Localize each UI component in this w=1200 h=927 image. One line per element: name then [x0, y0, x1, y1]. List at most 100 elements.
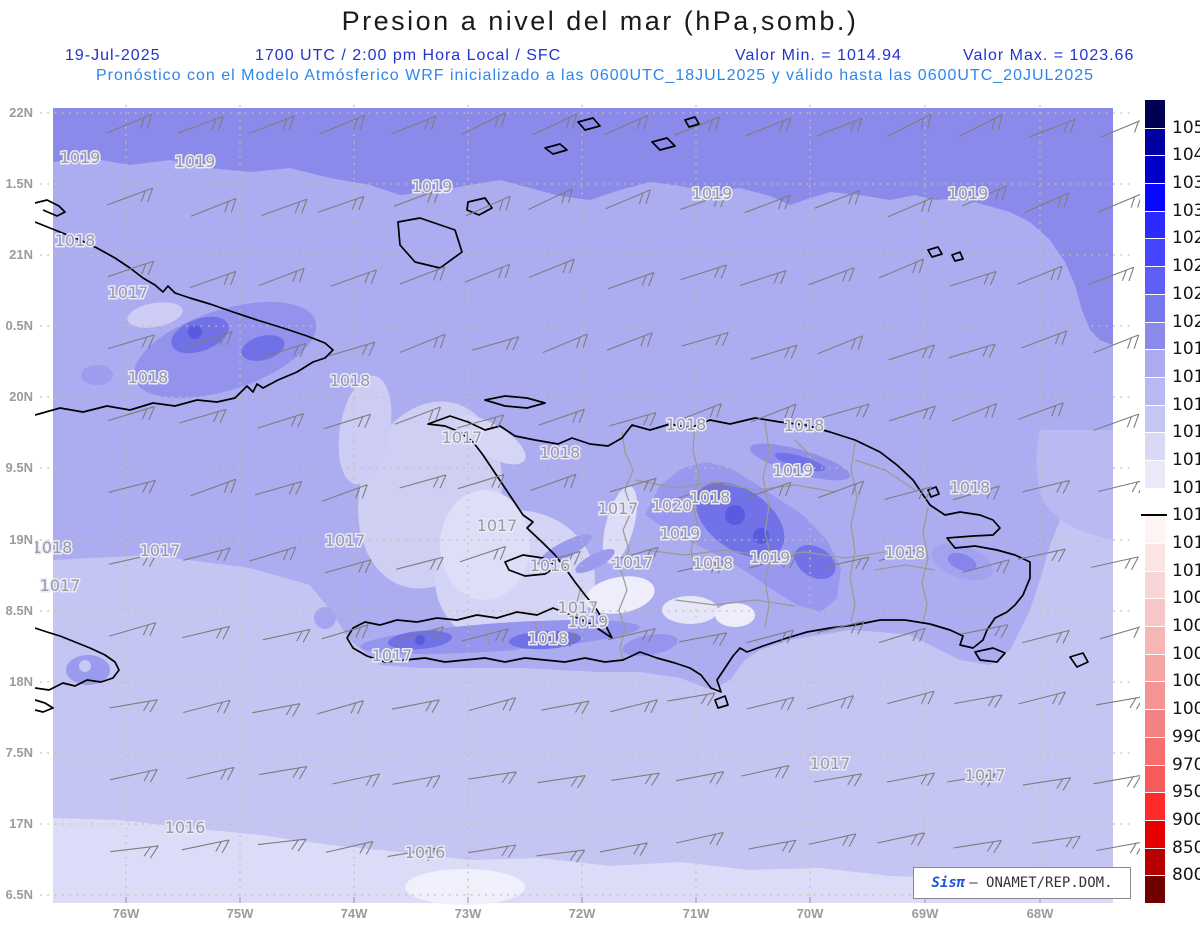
colorbar-cell — [1145, 543, 1165, 571]
colorbar-tick-label: 1050 — [1172, 117, 1200, 138]
colorbar-cell — [1145, 515, 1165, 543]
contour-label: 1017 — [558, 598, 599, 617]
contour-label: 1017 — [108, 283, 149, 302]
contour-label: 1020 — [652, 496, 693, 515]
contour-label: 1019 — [568, 612, 609, 631]
lat-tick-label: 1.5N — [5, 176, 33, 191]
contour-label: 1019 — [175, 152, 216, 171]
lon-tick-label: 71W — [682, 906, 710, 921]
colorbar-tick-label: 1000 — [1172, 699, 1200, 720]
colorbar-cell — [1145, 626, 1165, 654]
colorbar-tick-label: 970 — [1172, 754, 1200, 775]
colorbar-cell — [1145, 376, 1165, 405]
credit-text: – ONAMET/REP.DOM. — [969, 875, 1113, 891]
contour-label: 1019 — [660, 524, 701, 543]
colorbar-tick-label: 800 — [1172, 865, 1200, 886]
contour-label: 1019 — [412, 177, 453, 196]
lon-tick-label: 68W — [1026, 906, 1054, 921]
colorbar-cell — [1145, 183, 1165, 211]
contour-label: 1016 — [165, 818, 206, 837]
contour-label: 1019 — [692, 184, 733, 203]
contour-label: 1019 — [60, 148, 101, 167]
contour-label: 1018 — [693, 554, 734, 573]
lat-tick-label: 20N — [9, 389, 33, 404]
subtitle-line-2: Pronóstico con el Modelo Atmósferico WRF… — [95, 67, 1095, 84]
lon-tick-label: 69W — [911, 906, 939, 921]
colorbar-cell — [1145, 432, 1165, 460]
contour-label: 1016 — [530, 556, 571, 575]
forecast-time: 1700 UTC / 2:00 pm Hora Local / SFC — [255, 47, 562, 64]
lon-tick-label: 70W — [796, 906, 824, 921]
colorbar-tick-label: 950 — [1172, 782, 1200, 803]
pressure-colorbar — [1145, 100, 1165, 903]
colorbar-cell — [1145, 321, 1165, 350]
contour-label: 1019 — [948, 184, 989, 203]
colorbar-tick-label: 1030 — [1172, 200, 1200, 221]
latlon-grid — [40, 105, 1135, 903]
contour-label: 1018 — [540, 443, 581, 462]
colorbar-tick-label: 1012 — [1172, 533, 1200, 554]
lat-tick-label: 8.5N — [5, 603, 33, 618]
lon-tick-label: 72W — [568, 906, 596, 921]
lat-tick-label: 17N — [9, 816, 33, 831]
contour-label: 1018 — [128, 368, 169, 387]
colorbar-cell — [1145, 404, 1165, 433]
colorbar-cell — [1145, 349, 1165, 377]
colorbar-cell — [1145, 210, 1165, 239]
colorbar-cell — [1145, 792, 1165, 820]
contour-labels-layer: 1019 1019 1019 1019 1019 1019 1019 1019 1019 1018… — [30, 147, 1007, 864]
value-min-label: Valor Min. = 1014.94 — [735, 47, 902, 64]
forecast-date: 19-Jul-2025 — [65, 47, 161, 64]
colorbar-cell — [1145, 266, 1165, 294]
value-max-label: Valor Max. = 1023.66 — [963, 47, 1135, 64]
colorbar-tick-label: 1016 — [1172, 422, 1200, 443]
contour-label: 1017 — [372, 646, 413, 665]
contour-label: 1018 — [666, 415, 707, 434]
lat-tick-label: 22N — [9, 105, 33, 120]
lat-tick-label: 9.5N — [5, 460, 33, 475]
colorbar-cell — [1145, 875, 1165, 903]
colorbar-cell — [1145, 598, 1165, 627]
colorbar-cell — [1145, 293, 1165, 322]
colorbar-tick-label: 1025 — [1172, 256, 1200, 277]
contour-label: 1017 — [40, 576, 81, 595]
colorbar-tick-label: 1018 — [1172, 366, 1200, 387]
contour-label: 1017 — [810, 754, 851, 773]
colorbar-cell — [1145, 709, 1165, 737]
sispi-logo: Sisπ — [931, 875, 966, 891]
lon-tick-label: 73W — [454, 906, 482, 921]
colorbar-cell — [1145, 681, 1165, 710]
contour-label: 1019 — [750, 548, 791, 567]
colorbar-cell — [1145, 127, 1165, 156]
colorbar-tick-label: 1008 — [1172, 588, 1200, 609]
colorbar-cell — [1145, 764, 1165, 793]
contour-label: 1017 — [442, 428, 483, 447]
colorbar-cell — [1145, 100, 1165, 128]
credit-box: Sisπ – ONAMET/REP.DOM. — [913, 867, 1131, 899]
lon-tick-label: 76W — [112, 906, 140, 921]
contour-label: 1018 — [885, 543, 926, 562]
lon-tick-label: 74W — [340, 906, 368, 921]
lat-tick-label: 19N — [9, 532, 33, 547]
contour-label: 1018 — [35, 538, 72, 557]
coastline-layer — [34, 116, 1089, 713]
colorbar-cell — [1145, 459, 1165, 488]
lat-tick-label: 6.5N — [5, 887, 33, 902]
colorbar-cell — [1145, 653, 1165, 682]
colorbar-tick-label: 1015 — [1172, 449, 1200, 470]
contour-label: 1017 — [598, 499, 639, 518]
colorbar-tick-label: 1002 — [1172, 671, 1200, 692]
colorbar-tick-label: 1004 — [1172, 643, 1200, 664]
pressure-map: 1019 1019 1019 1019 1019 1019 1019 1019 1019 1018… — [30, 100, 1148, 905]
colorbar-tick-label: 1013 — [1172, 505, 1200, 526]
map-canvas: 1019 1019 1019 1019 1019 1019 1019 1019 1019 1018… — [30, 105, 1148, 905]
contour-label: 1018 — [690, 488, 731, 507]
contour-label: 1018 — [950, 478, 991, 497]
contour-label: 1019 — [773, 461, 814, 480]
lon-tick-label: 75W — [226, 906, 254, 921]
contour-label: 1017 — [965, 766, 1006, 785]
contour-label: 1016 — [405, 843, 446, 862]
colorbar-tick-label: 1014 — [1172, 477, 1200, 498]
contour-label: 1018 — [55, 231, 96, 250]
colorbar-cell — [1145, 736, 1165, 765]
